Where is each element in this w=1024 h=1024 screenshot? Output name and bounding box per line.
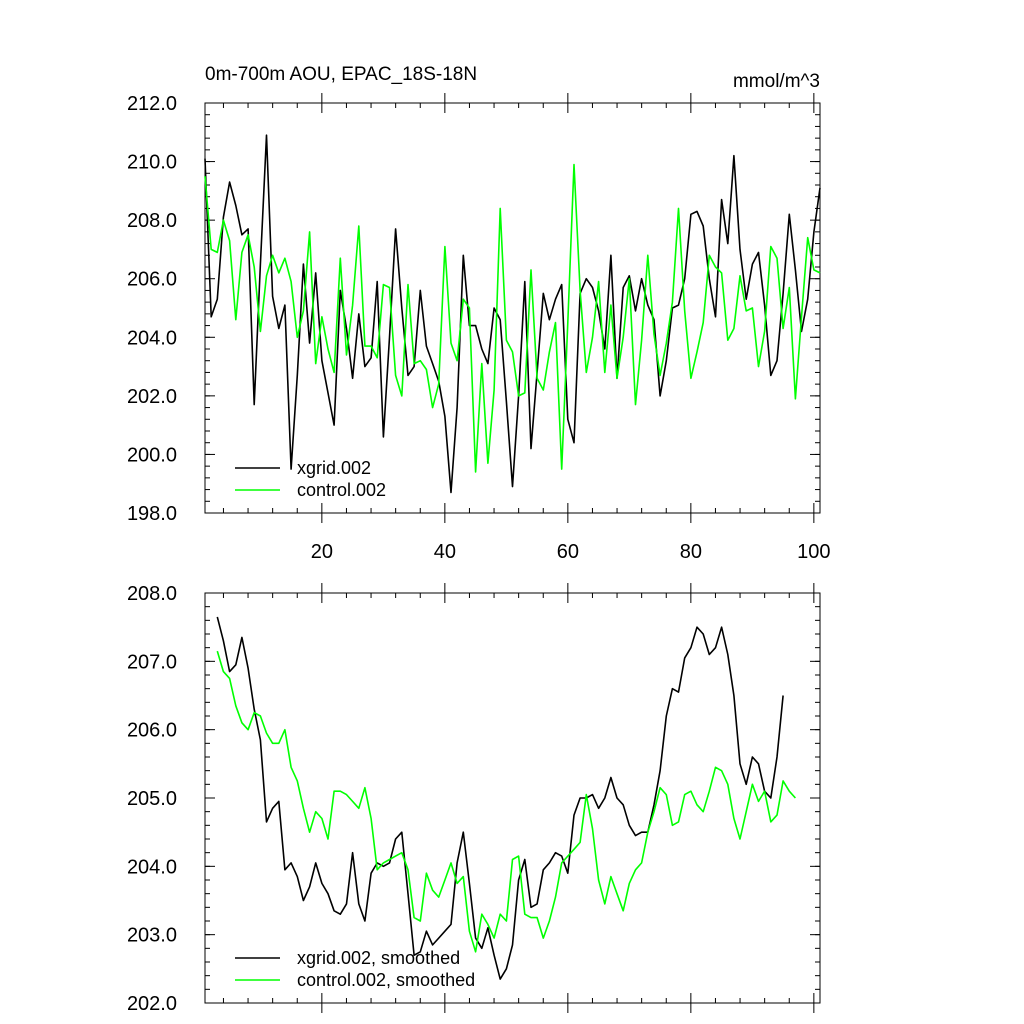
- y-tick-label: 204.0: [127, 327, 177, 349]
- legend-label: control.002: [297, 480, 386, 500]
- y-tick-label: 205.0: [127, 788, 177, 810]
- y-tick-label: 202.0: [127, 386, 177, 408]
- legend-label: xgrid.002: [297, 458, 371, 478]
- x-tick-label: 20: [311, 541, 333, 563]
- y-tick-label: 202.0: [127, 993, 177, 1015]
- series-line-xgrid: [204, 134, 821, 494]
- y-tick-label: 206.0: [127, 720, 177, 742]
- units-label: mmol/m^3: [733, 71, 820, 92]
- series-line-control: [216, 650, 796, 953]
- series-line-control: [204, 163, 821, 473]
- y-tick-label: 207.0: [127, 651, 177, 673]
- legend-label: control.002, smoothed: [297, 970, 475, 990]
- bottom-panel: 202.0 203.0 204.0 205.0 206.0 207.0 208.0 xgrid…: [127, 583, 821, 1015]
- y-tick-label: 208.0: [127, 583, 177, 605]
- y-tick-label: 198.0: [127, 503, 177, 525]
- y-tick-label: 208.0: [127, 210, 177, 232]
- legend-label: xgrid.002, smoothed: [297, 948, 460, 968]
- x-tick-label: 80: [680, 541, 702, 563]
- y-tick-label: 204.0: [127, 856, 177, 878]
- x-tick-label: 40: [434, 541, 456, 563]
- y-tick-label: 200.0: [127, 444, 177, 466]
- series-line-xgrid: [216, 616, 784, 980]
- plot-frame: [204, 102, 821, 514]
- top-panel: 198.0 200.0 202.0 204.0 206.0 208.0 210.0 212.0…: [127, 64, 831, 563]
- y-tick-label: 212.0: [127, 93, 177, 115]
- y-tick-label: 206.0: [127, 269, 177, 291]
- chart-title: 0m-700m AOU, EPAC_18S-18N: [205, 64, 477, 85]
- x-tick-label: 60: [557, 541, 579, 563]
- y-tick-label: 203.0: [127, 925, 177, 947]
- x-tick-label: 100: [797, 541, 830, 563]
- y-tick-label: 210.0: [127, 152, 177, 174]
